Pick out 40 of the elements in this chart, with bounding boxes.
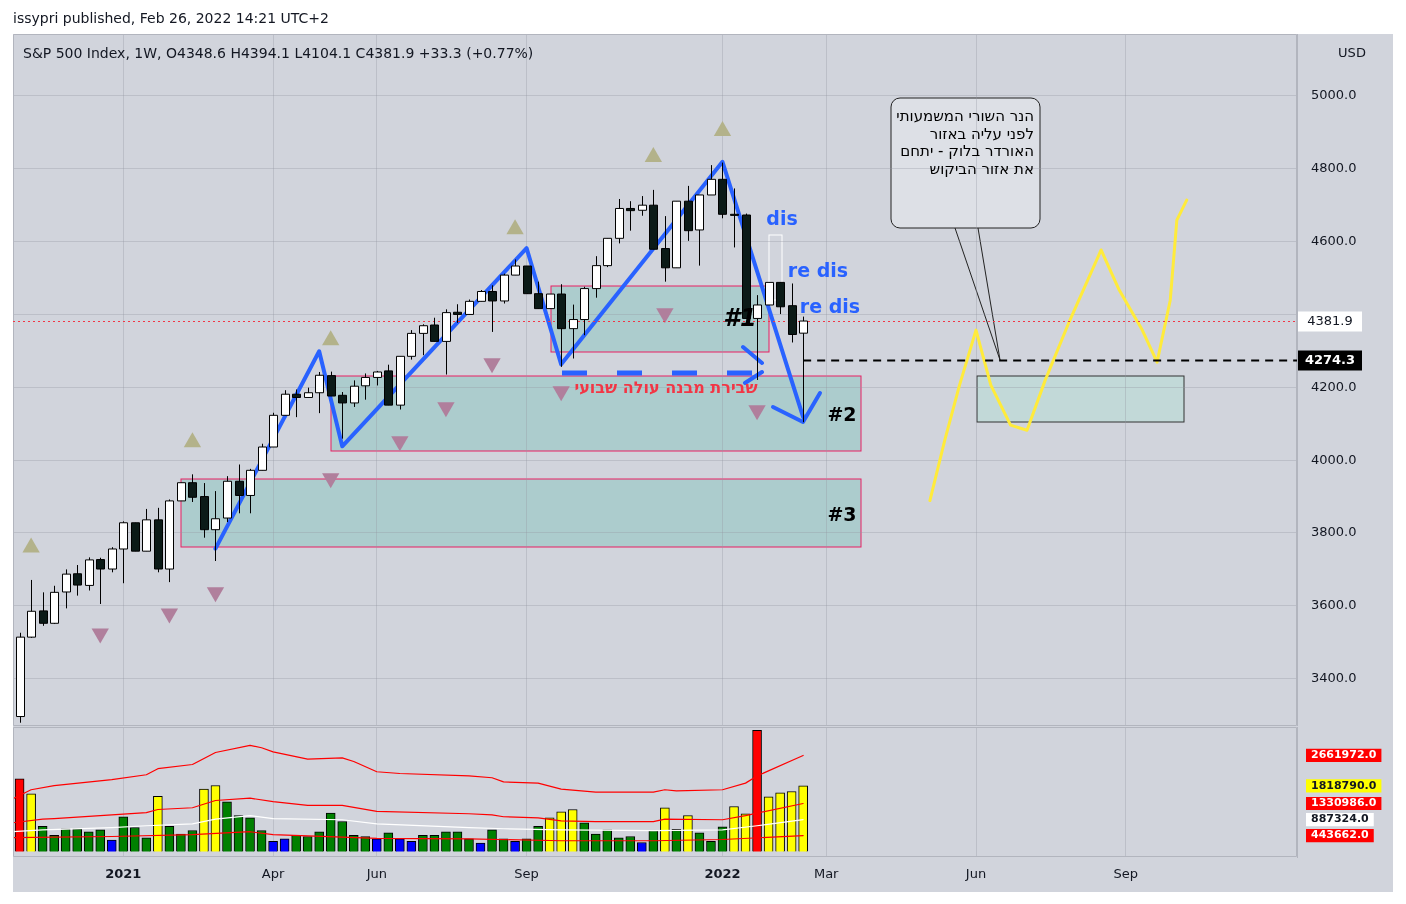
y-tick-label: 887324.0 [1311, 812, 1370, 826]
y-tick-label: 443662.0 [1311, 828, 1370, 842]
x-tick-label: 2022 [704, 866, 741, 882]
x-tick-label: Sep [514, 866, 539, 882]
x-tick-label: Jun [365, 866, 387, 882]
x-tick-label: Sep [1113, 866, 1139, 882]
y-tick-label: 1818790.0 [1311, 778, 1377, 792]
y-tick-label: 1330986.0 [1311, 796, 1377, 810]
y-tick-label: 2661972.0 [1311, 748, 1377, 762]
candlestick [73, 564, 82, 597]
y-tick-label: 3800.0 [1311, 524, 1357, 540]
candlestick [96, 557, 105, 605]
ref-line-label: 4381.9 [1307, 312, 1353, 328]
x-tick-label: 2021 [105, 866, 142, 882]
y-axis-title: USD [1337, 45, 1367, 60]
y-tick-label: 4800.0 [1311, 160, 1357, 176]
annotation: #2 [827, 403, 857, 425]
y-tick-label: 4200.0 [1311, 378, 1357, 394]
candlestick [327, 371, 336, 397]
x-tick-label: Apr [261, 866, 285, 882]
ref-line-label: 4274.3 [1304, 351, 1356, 367]
x-tick-label: Mar [813, 866, 840, 882]
x-tick-label: Jun [964, 866, 987, 882]
text: S&P 500 Index, 1W, O4348.6 H4394.1 L4104.1 C4381.9 +33.3 (+0.77%) [23, 45, 534, 61]
candlestick [188, 473, 197, 503]
y-tick-label: 3400.0 [1311, 670, 1357, 686]
annotation: שבירת מבנה עולה שבועי [574, 377, 758, 397]
annotation: הנר השורי המשמעותי לפני עליה באזור האורדר בלוק - יתחם את אזור הביקוש [896, 107, 1034, 178]
candlestick [39, 591, 48, 627]
annotation: re dis [787, 259, 849, 281]
text: issypri published, Feb 26, 2022 14:21 UTC+2 [13, 10, 329, 26]
candlestick [753, 294, 762, 381]
annotation: #3 [827, 503, 857, 525]
y-tick-label: 5000.0 [1311, 87, 1357, 103]
y-tick-label: 4000.0 [1311, 451, 1357, 467]
annotation: dis [766, 207, 798, 229]
candlestick [419, 323, 428, 356]
y-tick-label: 3600.0 [1311, 597, 1357, 613]
annotation: re dis [799, 295, 861, 317]
y-tick-label: 4600.0 [1311, 232, 1357, 248]
